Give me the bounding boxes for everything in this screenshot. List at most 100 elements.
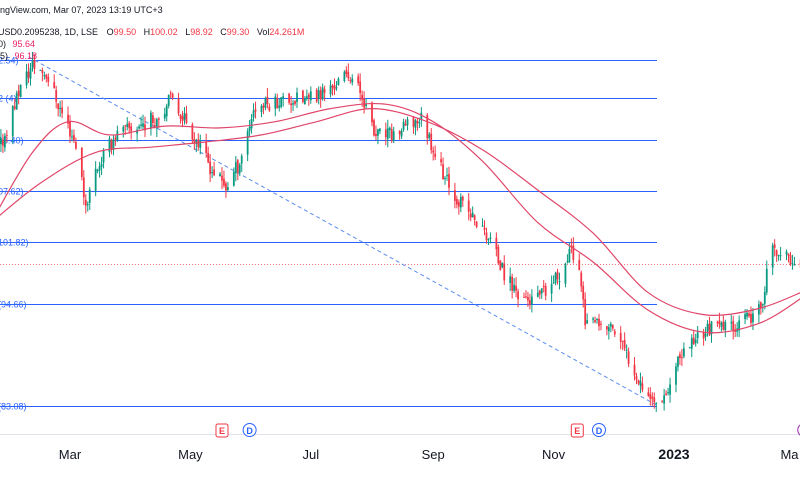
candle <box>621 340 624 351</box>
candle <box>282 92 285 107</box>
earnings-marker[interactable]: E <box>215 423 229 438</box>
trend-line[interactable] <box>28 56 657 406</box>
candle <box>406 116 409 131</box>
candle-body <box>483 227 486 231</box>
candle-body <box>167 94 170 106</box>
candle <box>499 259 502 271</box>
candle <box>690 334 693 358</box>
candle <box>489 232 492 244</box>
candle <box>550 275 553 303</box>
candle <box>444 175 446 185</box>
dividend-marker[interactable]: D <box>591 423 606 437</box>
candle-body <box>39 69 42 71</box>
candle <box>457 199 460 215</box>
candle-body <box>720 322 723 327</box>
candle-body <box>177 98 180 114</box>
time-axis-label: Sep <box>422 447 445 462</box>
candle-body <box>536 292 539 297</box>
candle-body <box>485 232 488 241</box>
candle-body <box>102 150 105 163</box>
candle <box>276 93 279 109</box>
earnings-icon <box>215 423 229 438</box>
candle <box>357 73 360 86</box>
candle <box>165 103 168 122</box>
candle <box>333 78 336 95</box>
low-label: L <box>185 27 190 37</box>
candle <box>102 148 105 169</box>
volume-label: Vol <box>257 27 270 37</box>
candle-body <box>181 116 184 122</box>
candle-body <box>704 333 707 337</box>
dividend-icon <box>242 423 257 437</box>
candle-body <box>402 121 405 130</box>
candle <box>459 193 462 213</box>
candle-body <box>530 296 533 305</box>
candle-body <box>45 74 48 79</box>
candle <box>651 392 654 407</box>
dividend-marker[interactable]: D <box>242 423 257 437</box>
candle-body <box>757 304 760 315</box>
candle-body <box>592 318 594 320</box>
candle <box>169 90 172 99</box>
candle <box>5 130 8 143</box>
candle-body <box>331 85 334 88</box>
candle <box>692 330 695 345</box>
candle-body <box>329 85 332 95</box>
candle <box>710 320 713 343</box>
candle-body <box>515 285 517 291</box>
time-axis-label: 2023 <box>658 446 689 462</box>
candle-body <box>746 312 748 317</box>
candle-body <box>677 356 679 367</box>
candle-body <box>41 70 44 73</box>
candle <box>434 145 437 161</box>
candle-body <box>384 129 387 138</box>
dividend-icon-label: D <box>596 426 603 436</box>
candle-body <box>86 203 89 206</box>
candle-body <box>724 322 727 331</box>
candle-body <box>323 89 326 93</box>
candle <box>680 348 683 367</box>
candle-body <box>349 80 352 82</box>
candle <box>337 77 340 86</box>
candle <box>688 346 691 349</box>
candle <box>404 119 407 126</box>
earnings-icon-label: E <box>219 426 225 436</box>
candle-body <box>706 323 709 332</box>
candle-body <box>343 71 346 81</box>
candle-body <box>663 395 666 404</box>
candle-body <box>529 300 531 305</box>
candle <box>724 319 727 338</box>
candle-body <box>165 105 168 117</box>
dividend-marker[interactable] <box>797 424 800 437</box>
low-value: 98.92 <box>190 27 213 37</box>
candle-body <box>213 169 215 176</box>
candle <box>82 170 85 205</box>
candle-body <box>280 97 283 107</box>
candle-body <box>501 262 504 268</box>
candle-body <box>738 320 741 331</box>
candle <box>789 251 792 266</box>
candle <box>199 134 202 155</box>
svg-text:5) 96.18: 5) 96.18 <box>0 51 37 61</box>
candle <box>303 95 306 105</box>
candle <box>232 167 235 187</box>
candle-body <box>398 130 401 135</box>
candle-body <box>116 130 119 141</box>
candle-body <box>605 326 608 330</box>
candle-body <box>635 376 638 380</box>
candle <box>171 92 174 101</box>
candle-body <box>598 318 600 327</box>
candle <box>440 152 442 167</box>
earnings-marker[interactable]: E <box>570 423 584 438</box>
candle <box>11 105 14 145</box>
candle <box>511 273 514 299</box>
candle-body <box>428 134 431 139</box>
candle-body <box>153 125 156 127</box>
candle <box>280 97 283 109</box>
candle-body <box>495 237 498 250</box>
candle-body <box>345 70 348 75</box>
candle <box>675 362 677 393</box>
